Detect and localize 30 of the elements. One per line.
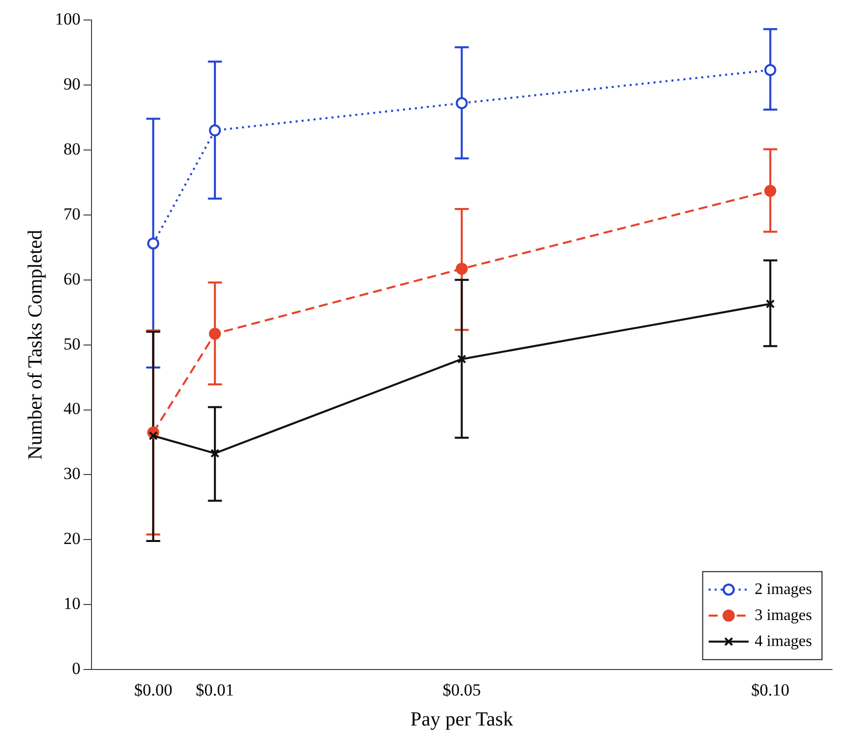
y-tick-label: 30 xyxy=(64,464,80,484)
x-axis-title: Pay per Task xyxy=(410,708,514,730)
point xyxy=(766,299,775,308)
y-axis-title: Number of Tasks Completed xyxy=(24,230,46,460)
point xyxy=(208,124,221,136)
point xyxy=(764,64,776,76)
legend-label: 2 images xyxy=(754,580,812,598)
point xyxy=(764,184,776,197)
y-tick-label: 80 xyxy=(64,139,80,158)
x-tick-label: $0.10 xyxy=(751,680,790,700)
y-tick-label: 60 xyxy=(64,269,80,288)
legend-label: 3 images xyxy=(754,606,812,624)
point xyxy=(457,354,466,364)
point xyxy=(208,328,221,340)
y-tick-label: 50 xyxy=(64,334,80,354)
point xyxy=(456,262,468,275)
y-tick-label: 70 xyxy=(64,204,80,224)
y-tick-label: 90 xyxy=(64,74,80,94)
point xyxy=(147,237,160,250)
x-tick-label: $0.01 xyxy=(196,680,234,700)
y-tick-label: 0 xyxy=(72,659,80,678)
point xyxy=(456,97,468,110)
y-tick-label: 10 xyxy=(64,594,80,614)
x-tick-label: $0.05 xyxy=(442,680,481,700)
y-tick-label: 100 xyxy=(55,9,80,28)
point xyxy=(210,448,220,458)
y-tick-label: 40 xyxy=(64,399,80,418)
x-tick-label: $0.00 xyxy=(134,680,172,700)
legend-label: 4 images xyxy=(754,632,812,650)
y-tick-label: 20 xyxy=(64,529,80,548)
